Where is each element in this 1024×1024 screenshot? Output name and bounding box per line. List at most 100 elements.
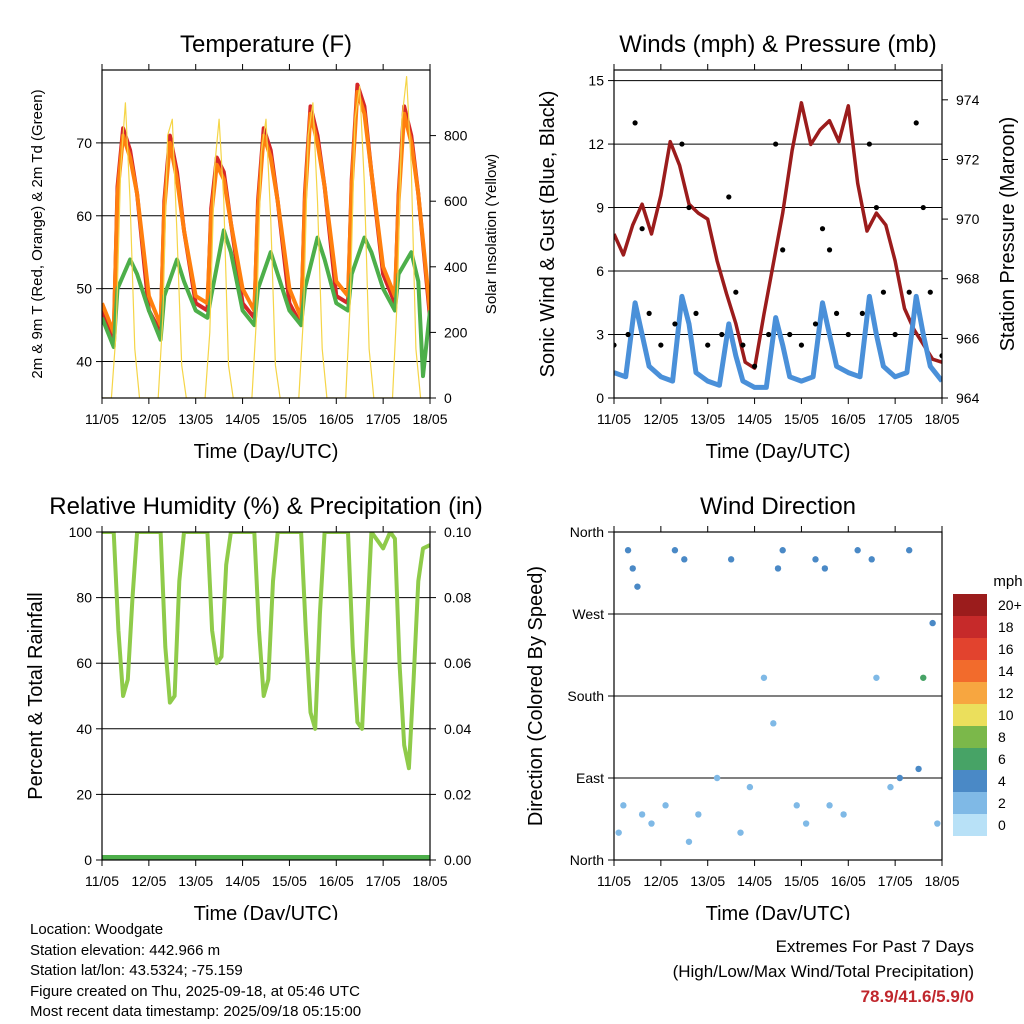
gust-point (873, 204, 880, 211)
x-tick-label: 15/05 (272, 873, 307, 889)
gust-point (819, 226, 826, 232)
gust-point (906, 289, 912, 295)
chart-title: Winds (mph) & Pressure (mb) (619, 31, 936, 58)
wind-direction-point (629, 565, 636, 572)
sonic-wind-series (614, 293, 942, 390)
plot-frame (101, 69, 431, 399)
colorbar-label: 16 (998, 641, 1014, 657)
gust-point (826, 247, 833, 253)
wind-direction-point (713, 774, 721, 782)
latest-timestamp-text: Most recent data timestamp: 2025/09/18 0… (30, 1003, 362, 1020)
y2-tick-label: 0.00 (444, 852, 471, 868)
y-tick-label: 60 (76, 208, 92, 224)
gust-point (632, 120, 638, 126)
y-tick-label: West (572, 606, 604, 622)
colorbar-label: 0 (998, 817, 1006, 833)
x-tick-label: 12/05 (643, 411, 678, 427)
y-tick-label: 15 (588, 73, 604, 89)
x-tick-label: 18/05 (412, 873, 447, 889)
wind-direction-point (887, 783, 894, 791)
plot-area (614, 101, 942, 390)
y-axis-label: 2m & 9m T (Red, Orange) & 2m Td (Green) (29, 89, 46, 378)
y2-tick-label: 966 (956, 330, 980, 346)
gust-point (658, 342, 664, 348)
y-tick-label: 50 (76, 281, 92, 297)
humidity-chart: Relative Humidity (%) & Precipitation (i… (25, 493, 483, 920)
gust-point (773, 141, 779, 147)
gust-point (679, 141, 685, 147)
x-tick-label: 16/05 (319, 873, 354, 889)
plot-area (615, 547, 941, 845)
x-tick-label: 15/05 (784, 873, 819, 889)
relative-humidity-series (102, 532, 430, 771)
chart-title: Relative Humidity (%) & Precipitation (i… (49, 493, 482, 520)
y2-axis-label: Station Pressure (Maroon) (997, 117, 1019, 352)
colorbar-swatch (953, 814, 987, 836)
wind-direction-point (638, 811, 646, 818)
colorbar-swatch (953, 770, 987, 792)
wind-direction-point (915, 765, 922, 773)
x-tick-label: 15/05 (272, 411, 307, 427)
colorbar-swatch (953, 682, 987, 704)
gust-point (646, 310, 652, 316)
y-axis-label: Percent & Total Rainfall (25, 592, 47, 800)
x-tick-label: 14/05 (225, 873, 260, 889)
wind-direction-point (906, 547, 913, 554)
plot-frame (613, 531, 943, 861)
gust-point (787, 331, 793, 338)
colorbar-swatch (953, 594, 987, 616)
x-tick-label: 14/05 (225, 411, 260, 427)
y-tick-label: 0 (84, 852, 92, 868)
y-tick-label: 12 (588, 136, 604, 152)
wind-direction-point (934, 820, 941, 827)
elevation-text: Station elevation: 442.966 m (30, 941, 221, 959)
colorbar-label: 12 (998, 685, 1014, 701)
y-tick-label: North (570, 524, 604, 540)
gust-point (812, 321, 819, 327)
x-tick-label: 17/05 (366, 411, 401, 427)
y2-tick-label: 800 (444, 128, 468, 144)
y-tick-label: 40 (76, 354, 92, 370)
gust-point (859, 310, 865, 316)
gust-point (625, 331, 631, 338)
wind-direction-point (896, 774, 904, 782)
wind-direction-point (648, 820, 655, 827)
wind-direction-point (920, 674, 927, 681)
x-axis-label: Time (Day/UTC) (194, 441, 339, 463)
y-tick-label: 3 (596, 327, 604, 343)
y2-tick-label: 0.06 (444, 655, 471, 671)
gust-point (740, 342, 746, 348)
gust-point (705, 342, 711, 348)
y2-axis-label: Solar Insolation (Yellow) (483, 154, 500, 314)
y2-tick-label: 0 (444, 390, 452, 406)
wind-direction-point (634, 583, 641, 590)
location-text: Location: Woodgate (30, 921, 164, 938)
y2-tick-label: 974 (956, 92, 980, 108)
y-axis-label: Sonic Wind & Gust (Blue, Black) (537, 91, 559, 378)
wind-direction-point (826, 802, 833, 809)
y2-tick-label: 968 (956, 271, 980, 287)
colorbar-title: mph (993, 573, 1022, 590)
y-tick-label: 100 (69, 524, 93, 540)
wind-direction-point (868, 556, 875, 563)
y-tick-label: East (576, 770, 604, 786)
gust-point (892, 331, 898, 338)
colorbar: mph 20+ 18 16 14 12 10 8 6 4 2 0 (953, 573, 1023, 836)
colorbar-swatch (953, 660, 987, 682)
x-tick-label: 12/05 (131, 873, 166, 889)
colorbar-swatch (953, 792, 987, 814)
x-tick-label: 11/05 (85, 873, 119, 889)
plot-area (102, 76, 430, 398)
wind-direction-point (662, 802, 669, 809)
colorbar-swatch (953, 704, 987, 726)
wind-direction-point (793, 802, 800, 809)
wind-direction-point (737, 829, 744, 836)
gust-point (780, 247, 786, 253)
gust-point (880, 289, 887, 295)
gust-point (798, 342, 805, 348)
x-tick-label: 16/05 (831, 411, 866, 427)
winds-chart: Winds (mph) & Pressure (mb) Time (Day/UTC… (537, 31, 1019, 463)
x-tick-label: 17/05 (878, 411, 913, 427)
y2-tick-label: 964 (956, 390, 980, 406)
extremes-subtitle: (High/Low/Max Wind/Total Precipitation) (672, 962, 974, 981)
